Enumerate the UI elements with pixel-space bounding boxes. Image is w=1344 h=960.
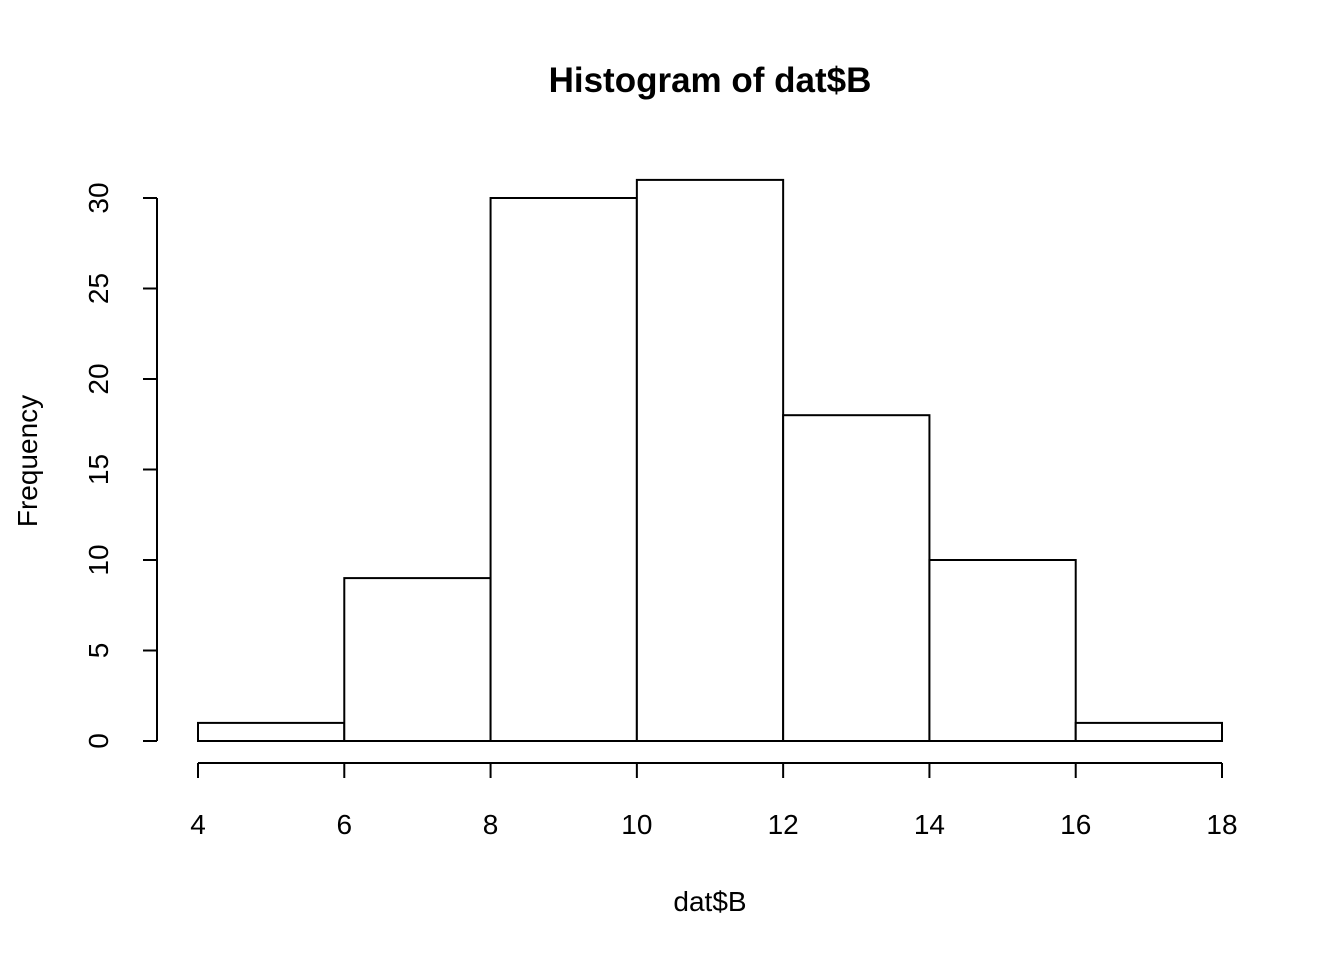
histogram-bar-4 bbox=[635, 178, 785, 742]
y-tick-label-0: 0 bbox=[83, 733, 114, 749]
histogram-bar-7 bbox=[1074, 721, 1223, 743]
histogram-bar-2 bbox=[343, 577, 492, 742]
x-tick-label-10: 10 bbox=[621, 809, 652, 840]
x-tick-label-18: 18 bbox=[1206, 809, 1237, 840]
x-axis: 4 6 8 10 12 14 16 18 bbox=[190, 762, 1238, 840]
x-tick-label-16: 16 bbox=[1060, 809, 1091, 840]
histogram-bar-6 bbox=[928, 559, 1077, 742]
histogram-bar-3 bbox=[489, 197, 638, 742]
bars-group bbox=[197, 178, 1223, 743]
x-tick-label-6: 6 bbox=[336, 809, 352, 840]
y-tick-label-30: 30 bbox=[83, 182, 114, 213]
chart-title: Histogram of dat$B bbox=[549, 61, 872, 100]
y-axis: 0 5 10 15 20 25 30 bbox=[83, 182, 158, 749]
x-tick-label-14: 14 bbox=[914, 809, 945, 840]
y-tick-label-5: 5 bbox=[83, 643, 114, 659]
histogram-bar-1 bbox=[197, 721, 346, 743]
y-tick-label-20: 20 bbox=[83, 363, 114, 394]
x-tick-label-4: 4 bbox=[190, 809, 206, 840]
y-tick-label-25: 25 bbox=[83, 273, 114, 304]
x-tick-label-12: 12 bbox=[768, 809, 799, 840]
x-tick-label-8: 8 bbox=[483, 809, 499, 840]
histogram-bar-5 bbox=[782, 414, 931, 742]
y-tick-label-10: 10 bbox=[83, 544, 114, 575]
x-axis-label: dat$B bbox=[673, 886, 746, 917]
y-axis-label: Frequency bbox=[12, 395, 43, 527]
y-tick-label-15: 15 bbox=[83, 454, 114, 485]
